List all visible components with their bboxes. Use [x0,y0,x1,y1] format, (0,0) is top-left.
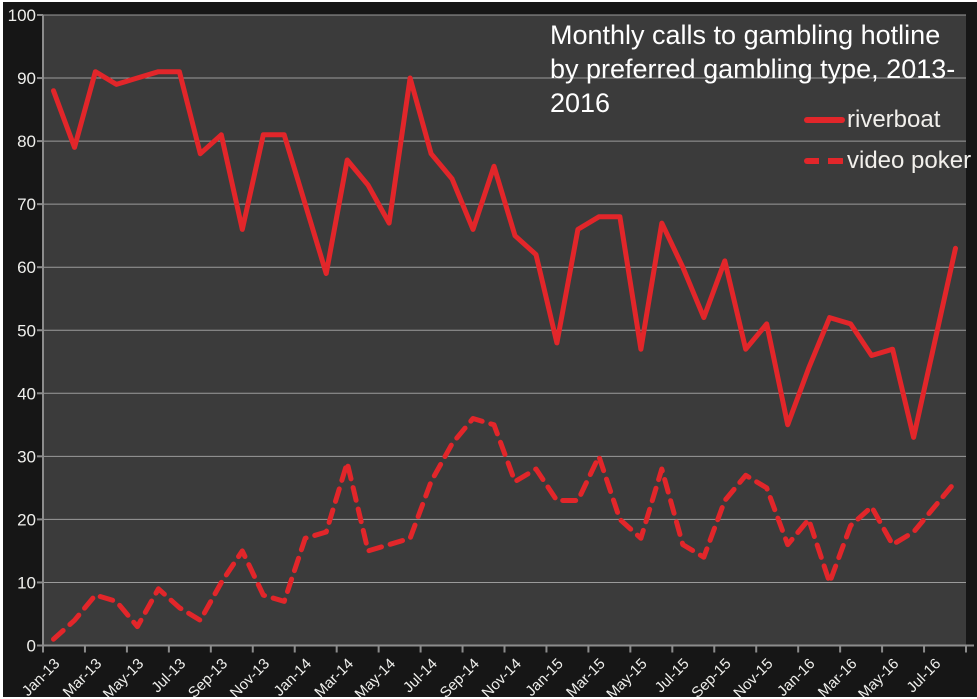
y-tick-label-80: 80 [17,132,36,151]
x-tick-label-Jul-16: Jul-16 [903,655,944,696]
x-tick-label-Jul-15: Jul-15 [652,655,693,696]
series-line-video-poker [51,416,958,642]
chart-title-line1: Monthly calls to gambling hotline [550,20,941,50]
x-tick-label-Mar-13: Mar-13 [60,655,106,699]
legend-label-video-poker: video poker [847,147,972,174]
x-tick-label-Mar-15: Mar-15 [563,655,609,699]
x-tick-label-Jan-14: Jan-14 [271,655,315,699]
y-tick-label-20: 20 [17,510,36,529]
y-tick-label-10: 10 [17,573,36,592]
x-tick-label-Jul-13: Jul-13 [148,655,189,696]
x-tick-label-Jan-15: Jan-15 [522,655,566,699]
video-poker-line-swatch [804,158,845,164]
chart-title-line2: by preferred gambling type, 2013-2016 [550,54,956,118]
x-tick-label-May-14: May-14 [352,655,399,699]
x-tick-label-May-16: May-16 [855,655,902,699]
x-tick-label-Nov-13: Nov-13 [227,655,273,699]
x-tick-label-May-15: May-15 [603,655,650,699]
x-tick-label-Jan-16: Jan-16 [774,655,818,699]
x-tick-label-Sep-15: Sep-15 [688,655,734,699]
chart-title: Monthly calls to gambling hotline by pre… [550,18,977,120]
y-tick-label-100: 100 [8,6,36,25]
x-tick-label-Jan-13: Jan-13 [19,655,63,699]
legend-item-riverboat: riverboat [804,106,940,134]
x-tick-label-Sep-13: Sep-13 [185,655,231,699]
x-tick-label-Mar-14: Mar-14 [311,655,357,699]
x-tick-label-May-13: May-13 [100,655,147,699]
riverboat-line-swatch [804,117,845,123]
y-tick-label-50: 50 [17,321,36,340]
x-tick-label-Jul-14: Jul-14 [400,655,441,696]
y-tick-label-30: 30 [17,447,36,466]
x-tick-label-Sep-14: Sep-14 [437,655,483,699]
series-line-riverboat [51,69,958,440]
y-tick-label-40: 40 [17,384,36,403]
y-tick-label-70: 70 [17,195,36,214]
y-tick-label-60: 60 [17,258,36,277]
y-tick-label-0: 0 [27,637,36,656]
legend-item-video-poker: video poker [804,147,971,175]
x-tick-label-Nov-14: Nov-14 [479,655,525,699]
legend-label-riverboat: riverboat [847,106,941,133]
x-tick-label-Mar-16: Mar-16 [815,655,861,699]
line-chart: 0 10 20 30 40 50 60 70 80 90 100 Jan-13Mar-13May-13… [8,6,974,699]
x-tick-label-Nov-15: Nov-15 [730,655,776,699]
y-tick-label-90: 90 [17,69,36,88]
